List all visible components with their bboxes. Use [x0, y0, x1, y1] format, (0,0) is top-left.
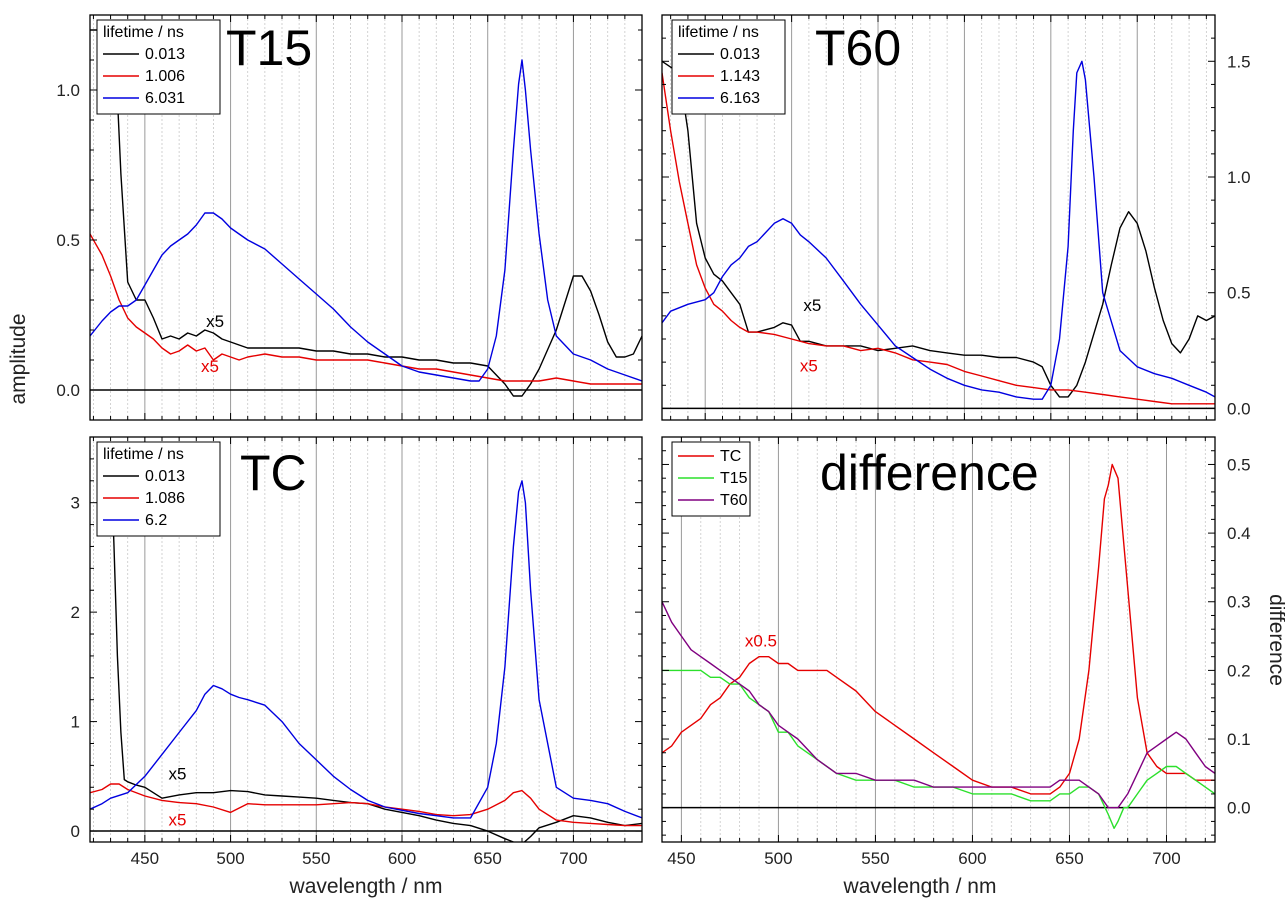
- panel-title: T15: [226, 20, 312, 76]
- legend-entry: 6.031: [145, 90, 185, 107]
- panel-tc: 450 500 550 600 650 700 0 1 2 3 TC lifetime / ns 0.0…: [71, 436, 643, 898]
- annotation-label: x5: [803, 296, 821, 315]
- x-axis-label: wavelength / nm: [289, 875, 443, 898]
- legend-entry: T15: [720, 470, 748, 487]
- legend-entry: 0.013: [720, 46, 760, 63]
- series-line-0-013: [90, 29, 642, 397]
- series-line-1-086: [90, 783, 642, 827]
- legend-entry: 0.013: [145, 46, 185, 63]
- y-axis-label: amplitude: [7, 313, 30, 404]
- y-axis-label: difference: [1265, 594, 1285, 686]
- x-tick-label: 550: [302, 849, 330, 868]
- y-tick-label: 0.3: [1227, 593, 1251, 612]
- y-tick-label: 0.2: [1227, 661, 1251, 680]
- annotation-label: x5: [800, 356, 818, 375]
- legend-entry: TC: [720, 448, 741, 465]
- series-line-1-006: [90, 233, 642, 385]
- plot-frame: [661, 14, 1216, 421]
- panel-t60: 0.0 0.5 1.0 1.5 T60 lifetime / ns 0.013 1.143 6.…: [661, 14, 1251, 421]
- x-tick-label: 450: [131, 849, 159, 868]
- legend-entry: 1.143: [720, 68, 760, 85]
- x-axis-label: wavelength / nm: [843, 875, 997, 898]
- series-group: [90, 447, 642, 842]
- legend-entry: 1.086: [145, 490, 185, 507]
- y-tick-label: 1: [71, 713, 80, 732]
- x-tick-label: 550: [861, 849, 889, 868]
- legend-entry: 1.006: [145, 68, 185, 85]
- series-line-0-013: [662, 60, 1215, 398]
- x-tick-label: 650: [1055, 849, 1083, 868]
- series-group: [662, 463, 1215, 829]
- plot-frame: [661, 436, 1216, 843]
- y-tick-label: 0.0: [1227, 399, 1251, 418]
- panel-title: difference: [820, 445, 1039, 501]
- legend-entry: T60: [720, 492, 748, 509]
- legend-box: [671, 441, 751, 517]
- y-tick-label: 0.0: [1227, 799, 1251, 818]
- y-tick-label: 0.5: [1227, 455, 1251, 474]
- annotation-label: x0.5: [745, 631, 777, 650]
- legend-entry: 6.163: [720, 90, 760, 107]
- x-tick-label: 700: [559, 849, 587, 868]
- y-tick-label: 1.5: [1227, 52, 1251, 71]
- y-tick-label: 0.5: [56, 231, 80, 250]
- series-line-6-031: [90, 59, 642, 382]
- y-tick-label: 1.0: [1227, 168, 1251, 187]
- y-tick-label: 0: [71, 822, 80, 841]
- y-tick-label: 2: [71, 603, 80, 622]
- x-tick-label: 500: [216, 849, 244, 868]
- series-line-1-143: [662, 72, 1215, 405]
- legend-title: lifetime / ns: [103, 446, 184, 463]
- legend-entry: 0.013: [145, 468, 185, 485]
- panel-t15: 0.0 0.5 1.0 T15 lifetime / ns 0.013 1.006 6.031…: [7, 14, 643, 421]
- y-tick-label: 0.1: [1227, 730, 1251, 749]
- legend-title: lifetime / ns: [678, 24, 759, 41]
- plot-frame: [89, 14, 643, 421]
- x-tick-label: 600: [388, 849, 416, 868]
- x-tick-label: 500: [764, 849, 792, 868]
- series-line-t60: [662, 601, 1215, 809]
- x-tick-label: 450: [667, 849, 695, 868]
- series-line-6-2: [90, 480, 642, 819]
- panel-difference: 450 500 550 600 650 700 0.0 0.1 0.2 0.3 0.4 0.5 diff…: [661, 436, 1285, 898]
- x-tick-label: 650: [474, 849, 502, 868]
- x-tick-label: 600: [958, 849, 986, 868]
- panel-title: TC: [240, 445, 307, 501]
- x-tick-label: 700: [1152, 849, 1180, 868]
- annotation-label: x5: [201, 357, 219, 376]
- annotation-label: x5: [168, 811, 186, 830]
- series-line-t15: [662, 669, 1215, 829]
- series-line-tc: [662, 463, 1215, 795]
- annotation-label: x5: [168, 765, 186, 784]
- y-tick-label: 0.5: [1227, 284, 1251, 303]
- series-group: [90, 29, 642, 397]
- series-line-6-163: [662, 60, 1215, 400]
- y-tick-label: 1.0: [56, 81, 80, 100]
- legend-entry: 6.2: [145, 512, 167, 529]
- plot-frame: [89, 436, 643, 843]
- annotation-label: x5: [206, 312, 224, 331]
- y-tick-label: 0.0: [56, 381, 80, 400]
- panel-title: T60: [815, 20, 901, 76]
- legend-box: [671, 19, 786, 115]
- legend-title: lifetime / ns: [103, 24, 184, 41]
- y-tick-label: 0.4: [1227, 524, 1251, 543]
- series-group: [662, 60, 1215, 405]
- y-tick-label: 3: [71, 494, 80, 513]
